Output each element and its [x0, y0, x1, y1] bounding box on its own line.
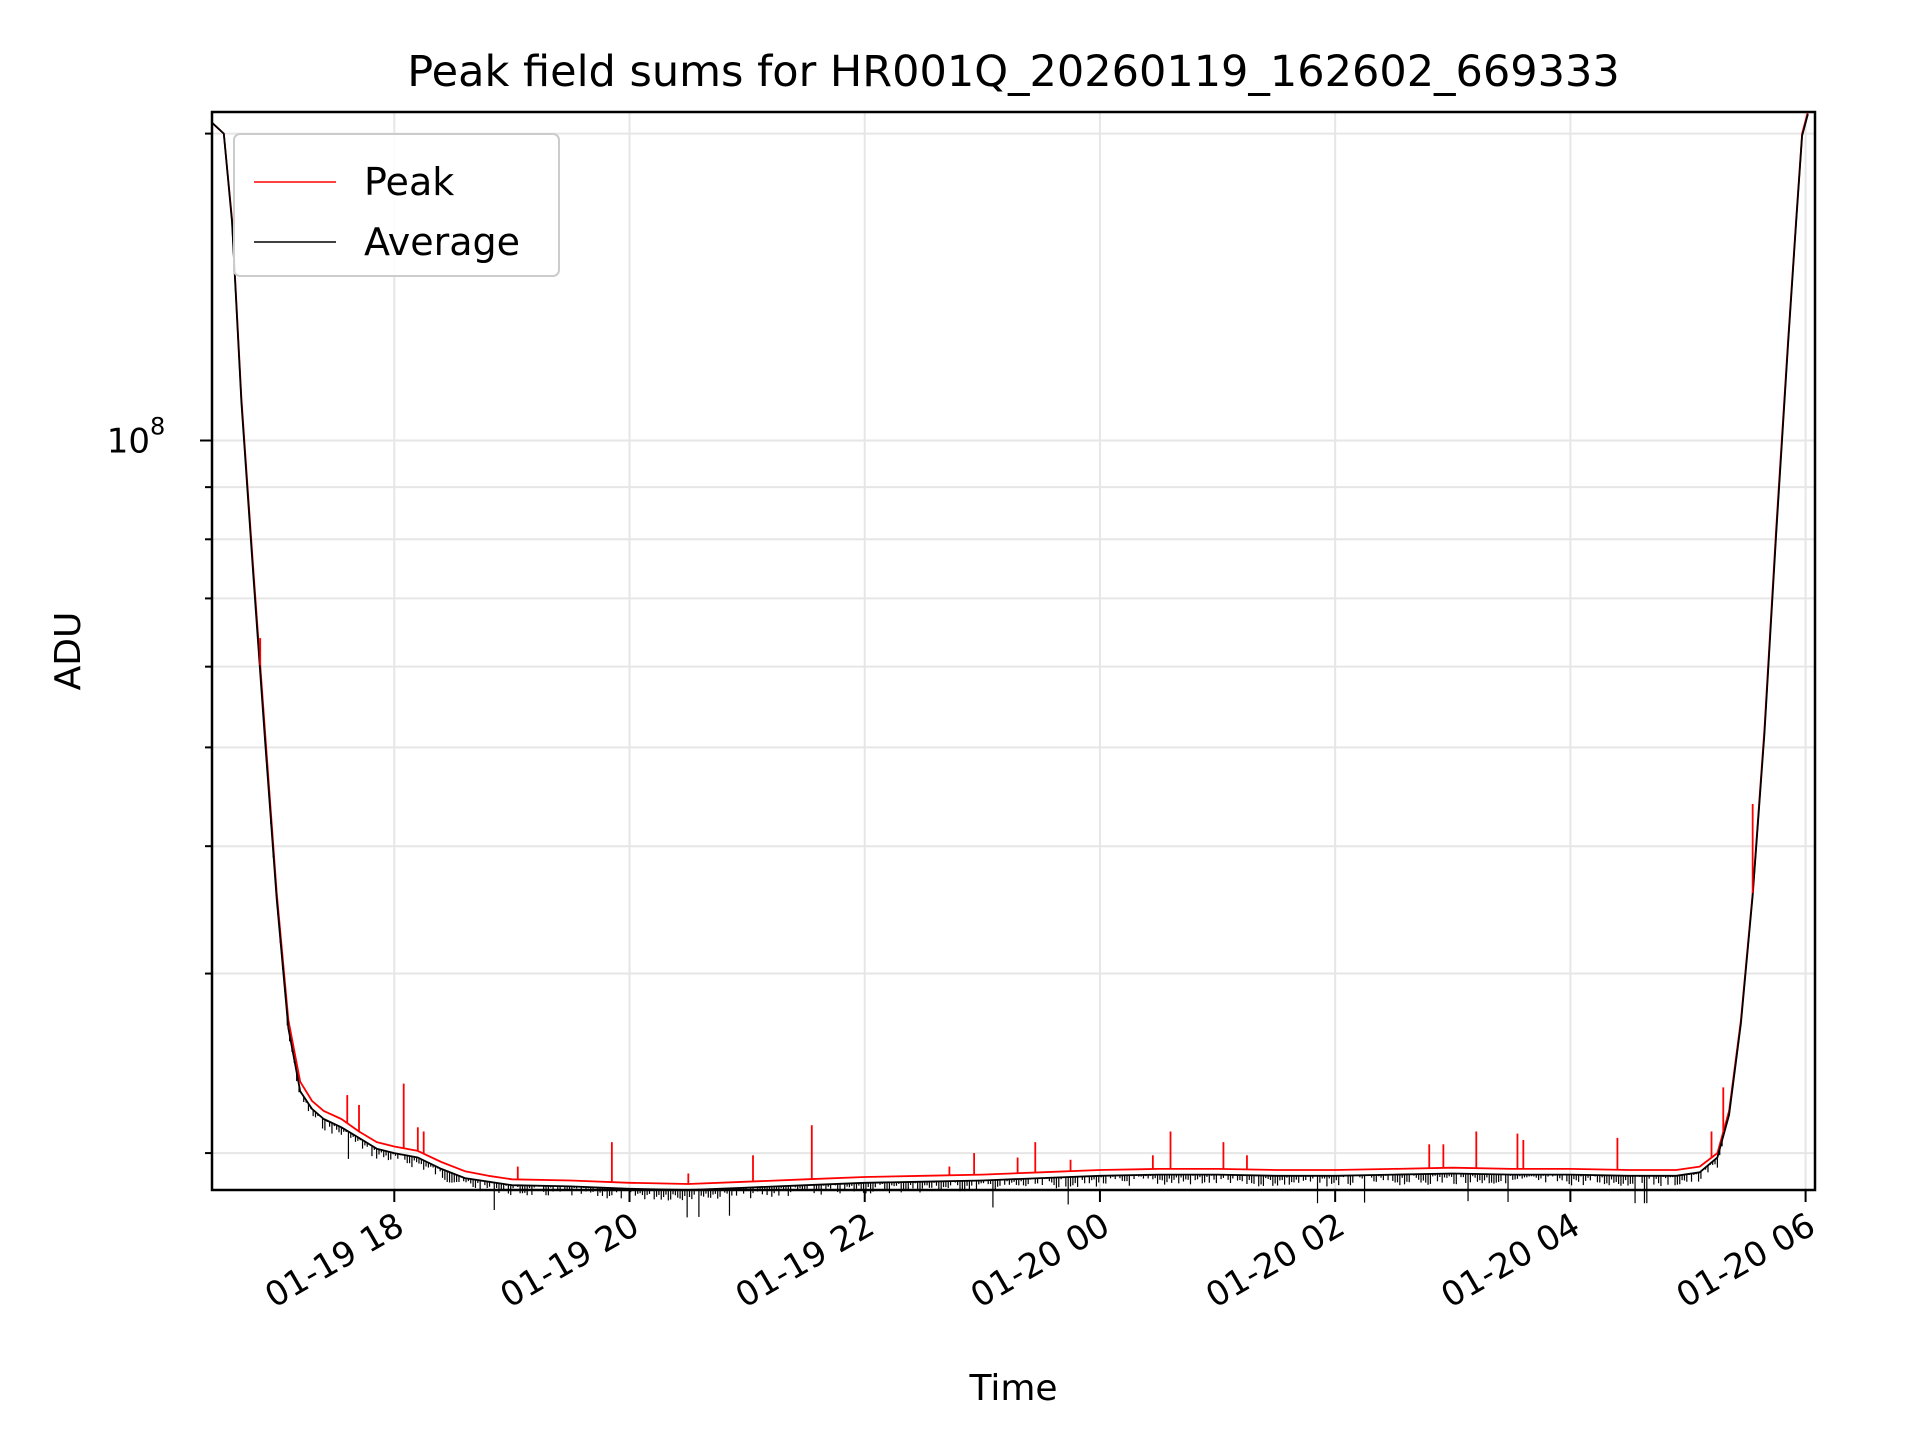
- legend-box: [233, 133, 560, 277]
- y-tick-label-exponent: 8: [150, 412, 165, 440]
- grid: [212, 112, 1815, 1190]
- legend-label-average: Average: [364, 220, 520, 264]
- x-axis-label: Time: [968, 1368, 1057, 1409]
- legend: Peak Average: [233, 133, 560, 277]
- chart-title: Peak field sums for HR001Q_20260119_1626…: [407, 47, 1619, 97]
- y-axis-label: ADU: [48, 612, 89, 691]
- axes-frame: [210, 110, 1817, 1192]
- y-tick-label: 10: [107, 421, 150, 461]
- plot-area: [211, 111, 1809, 1218]
- legend-label-peak: Peak: [364, 160, 454, 204]
- series-line-peak: [211, 111, 1809, 1185]
